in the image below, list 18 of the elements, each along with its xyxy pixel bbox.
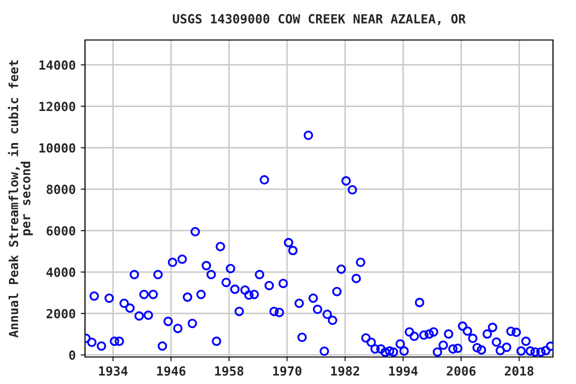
y-tick-label: 12000 — [39, 102, 76, 112]
x-tick-label: 1934 — [99, 366, 128, 376]
x-tick-label: 2018 — [504, 366, 534, 376]
y-axis-title: Annual Peak Streamflow, in cubic feet per second — [8, 60, 33, 338]
y-tick-label: 14000 — [39, 60, 76, 70]
x-tick-label: 2006 — [446, 366, 476, 376]
x-tick-label: 1982 — [331, 366, 360, 376]
x-tick-label: 1958 — [215, 366, 244, 376]
x-tick-label: 1994 — [389, 366, 418, 376]
y-tick-label: 0 — [69, 350, 76, 360]
y-tick-label: 8000 — [46, 184, 76, 194]
x-tick-label: 1946 — [157, 366, 186, 376]
chart-title: USGS 14309000 COW CREEK NEAR AZALEA, OR — [172, 14, 466, 26]
y-tick-label: 2000 — [46, 308, 76, 318]
y-tick-label: 10000 — [39, 143, 76, 153]
y-tick-label: 6000 — [46, 226, 76, 236]
y-tick-label: 4000 — [46, 268, 76, 277]
x-tick-label: 1970 — [273, 366, 302, 376]
